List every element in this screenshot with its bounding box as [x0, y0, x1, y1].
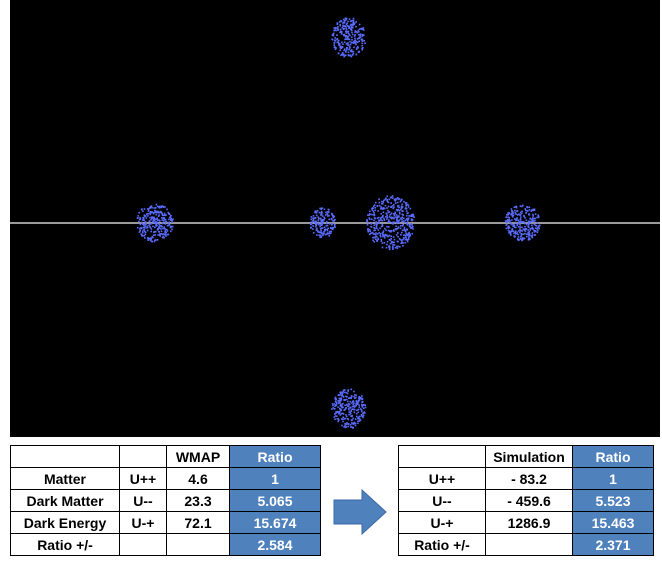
row-label: Ratio +/- [398, 533, 486, 556]
row-symbol: U-- [119, 489, 167, 512]
row-symbol: U++ [119, 467, 167, 490]
row-value: - 459.6 [485, 489, 573, 512]
header-cell [119, 445, 167, 468]
row-value: 72.1 [166, 511, 230, 534]
particle-cluster-top [331, 17, 366, 58]
row-value: - 83.2 [485, 467, 573, 490]
table-row: U++ - 83.2 1 [398, 467, 654, 490]
row-ratio: 2.584 [229, 533, 321, 556]
row-ratio: 1 [229, 467, 321, 490]
row-label: U-+ [398, 511, 486, 534]
row-value [485, 533, 573, 556]
header-cell [10, 445, 120, 468]
simulation-table: Simulation Ratio U++ - 83.2 1 U-- - 459.… [398, 445, 654, 556]
header-cell-wmap: WMAP [166, 445, 230, 468]
row-value: 4.6 [166, 467, 230, 490]
row-label: Matter [10, 467, 120, 490]
row-ratio: 1 [572, 467, 654, 490]
particle-cluster-center-small [309, 207, 336, 239]
wmap-table: WMAP Ratio Matter U++ 4.6 1 Dark Matter … [10, 445, 321, 556]
row-ratio: 5.523 [572, 489, 654, 512]
header-cell-simulation: Simulation [485, 445, 573, 468]
row-ratio: 15.674 [229, 511, 321, 534]
row-label: Dark Energy [10, 511, 120, 534]
particle-cluster-center-large [366, 195, 415, 251]
row-symbol [119, 533, 167, 556]
table-header-row: Simulation Ratio [398, 445, 654, 468]
table-row: Ratio +/- 2.584 [10, 533, 321, 556]
particle-cluster-bottom [331, 388, 367, 429]
row-label: Ratio +/- [10, 533, 120, 556]
row-value [166, 533, 230, 556]
table-row: Ratio +/- 2.371 [398, 533, 654, 556]
row-label: U-- [398, 489, 486, 512]
row-label: Dark Matter [10, 489, 120, 512]
row-ratio: 2.371 [572, 533, 654, 556]
table-row: U-- - 459.6 5.523 [398, 489, 654, 512]
table-row: Matter U++ 4.6 1 [10, 467, 321, 490]
row-value: 23.3 [166, 489, 230, 512]
table-header-row: WMAP Ratio [10, 445, 321, 468]
particle-cluster-right [504, 204, 541, 242]
row-ratio: 5.065 [229, 489, 321, 512]
row-symbol: U-+ [119, 511, 167, 534]
right-arrow-icon [333, 488, 387, 536]
row-ratio: 15.463 [572, 511, 654, 534]
table-row: U-+ 1286.9 15.463 [398, 511, 654, 534]
header-cell [398, 445, 486, 468]
header-cell-ratio: Ratio [572, 445, 654, 468]
simulation-view [10, 0, 660, 437]
header-cell-ratio: Ratio [229, 445, 321, 468]
particle-plot [10, 17, 660, 429]
table-row: Dark Energy U-+ 72.1 15.674 [10, 511, 321, 534]
table-row: Dark Matter U-- 23.3 5.065 [10, 489, 321, 512]
row-label: U++ [398, 467, 486, 490]
row-value: 1286.9 [485, 511, 573, 534]
particle-cluster-left [136, 203, 174, 243]
